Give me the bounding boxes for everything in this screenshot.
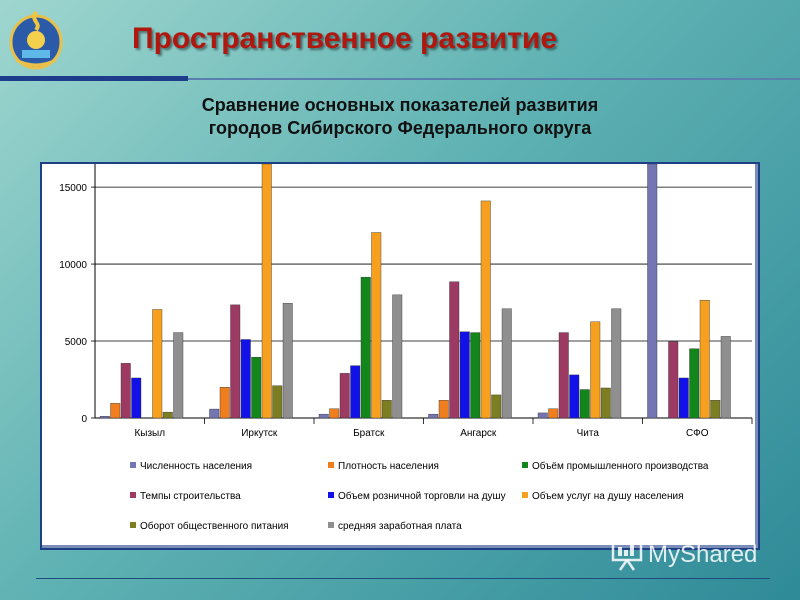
bar: [438, 400, 449, 419]
watermark: MyShared: [610, 538, 757, 572]
x-tick-label: Чита: [577, 428, 600, 439]
legend-swatch: [130, 522, 136, 528]
header-rule: [0, 76, 188, 81]
bar: [491, 394, 502, 419]
bar: [501, 308, 512, 419]
bar: [548, 408, 559, 419]
legend-label: Темпы строительства: [140, 491, 241, 502]
legend-label: средняя заработная плата: [338, 520, 462, 532]
x-tick-label: Иркутск: [241, 428, 278, 439]
bar: [428, 413, 439, 419]
bar: [251, 356, 262, 419]
y-tick-label: 0: [81, 414, 87, 425]
subtitle-line-2: городов Сибирского Федерального округа: [208, 118, 592, 138]
bar: [230, 304, 241, 419]
bar: [480, 200, 491, 419]
x-tick-label: Кызыл: [134, 428, 165, 439]
bar: [590, 321, 601, 419]
bar: [209, 408, 220, 419]
bar: [537, 412, 548, 419]
bar: [668, 341, 679, 419]
bar: [219, 387, 230, 419]
bar: [710, 400, 721, 419]
legend-swatch: [328, 522, 334, 528]
bar: [99, 416, 110, 419]
bar: [261, 164, 272, 419]
x-tick-label: Братск: [353, 428, 385, 439]
bar-chart: 0 5000 10000 15000 Кызыл Иркутск Братск Ангарск…: [59, 164, 753, 532]
bar: [699, 300, 710, 419]
emblem-logo: [8, 6, 64, 72]
bar: [240, 339, 251, 419]
bar: [131, 377, 142, 419]
legend-swatch: [130, 462, 136, 468]
legend-swatch: [328, 462, 334, 468]
presentation-icon: [611, 540, 643, 571]
bar: [647, 164, 658, 419]
chart-frame: 0 5000 10000 15000 Кызыл Иркутск Братск Ангарск…: [40, 162, 760, 550]
legend-swatch: [522, 492, 528, 498]
bar: [162, 411, 173, 419]
bar: [600, 387, 611, 419]
subtitle-line-1: Сравнение основных показателей развития: [201, 95, 599, 115]
bar: [120, 363, 131, 419]
bar: [392, 294, 403, 419]
bar: [272, 385, 283, 419]
bar: [381, 400, 392, 419]
legend-label: Плотность населения: [338, 461, 439, 472]
bar: [449, 281, 460, 419]
bar: [360, 276, 371, 419]
bar: [173, 332, 184, 419]
y-tick-label: 15000: [59, 183, 87, 194]
legend-label: Объём промышленного производства: [532, 460, 709, 472]
bar: [110, 403, 121, 419]
x-tick-label: СФО: [686, 428, 709, 439]
legend-label: Объем розничной торговли на душу: [338, 490, 506, 502]
bar: [569, 374, 580, 419]
y-tick-label: 5000: [65, 337, 88, 348]
watermark-text: MyShared: [648, 541, 758, 568]
bar: [678, 377, 689, 419]
bar: [152, 309, 163, 419]
bar: [459, 331, 470, 419]
bar: [720, 336, 731, 419]
y-tick-label: 10000: [59, 260, 87, 271]
bar: [579, 389, 590, 419]
legend-swatch: [130, 492, 136, 498]
legend-swatch: [522, 462, 528, 468]
bar: [611, 308, 622, 419]
footer-rule: [36, 578, 770, 579]
bar: [329, 408, 340, 419]
x-tick-label: Ангарск: [460, 428, 497, 439]
bar: [282, 303, 293, 419]
legend-label: Объем услуг на душу населения: [532, 490, 684, 502]
bar: [558, 332, 569, 419]
bar: [689, 348, 700, 419]
page-title: Пространственное развитие: [132, 22, 558, 55]
legend-swatch: [328, 492, 334, 498]
header-rule-thin: [188, 78, 800, 80]
bar: [470, 332, 481, 419]
chart-subtitle: Сравнение основных показателей развития …: [0, 94, 800, 140]
legend-label: Численность населения: [140, 461, 252, 472]
bar: [371, 232, 382, 419]
bar: [339, 373, 350, 419]
bar: [350, 365, 361, 419]
legend-label: Оборот общественного питания: [140, 520, 289, 532]
bar: [318, 413, 329, 419]
